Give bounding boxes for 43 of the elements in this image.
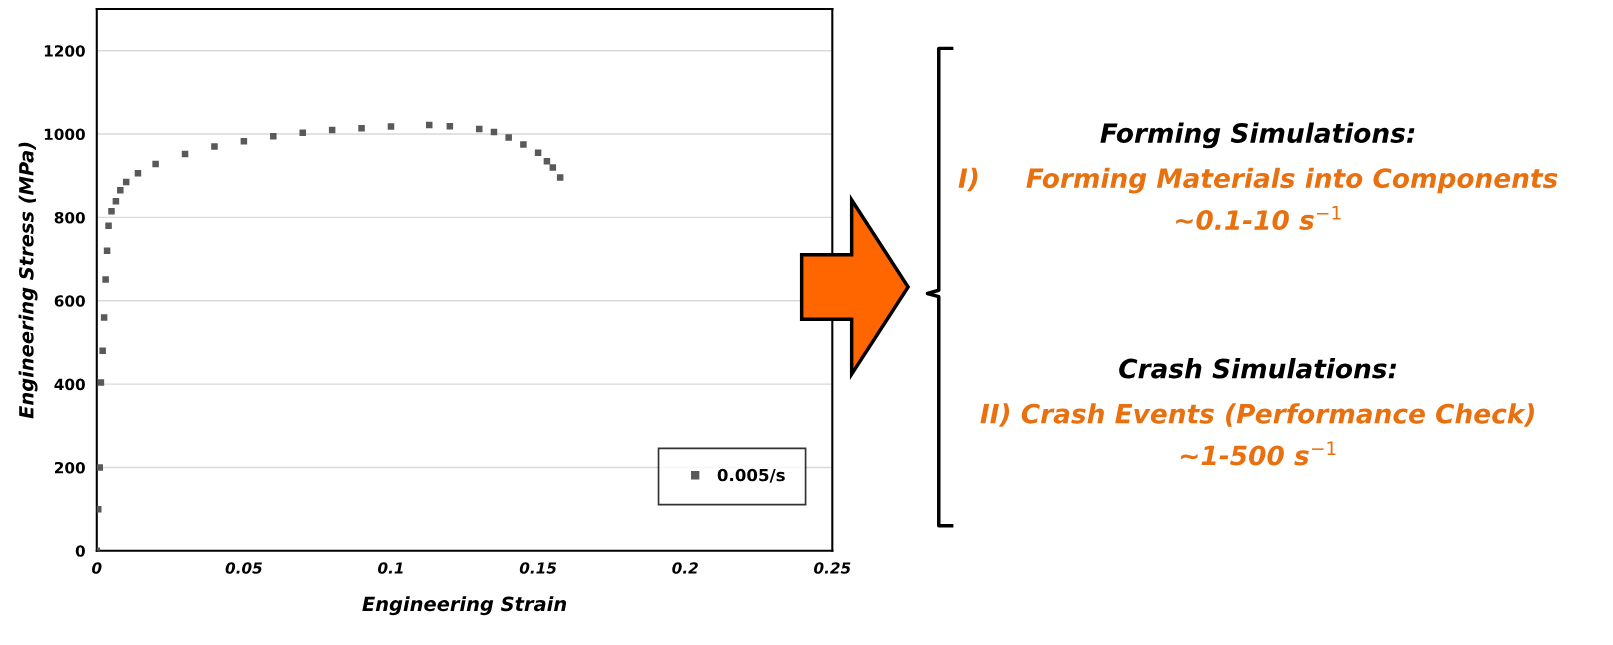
y-axis-title: Engineering Stress (MPa) <box>18 142 38 419</box>
point <box>211 143 218 150</box>
text: Forming Simulations: <box>1100 122 1415 149</box>
y-tick-label: 1000 <box>44 128 85 141</box>
point <box>549 164 557 171</box>
text: ~1-500 s$^{−1}$ <box>1181 441 1336 466</box>
point <box>358 124 365 132</box>
point <box>97 379 105 386</box>
point <box>117 187 124 194</box>
point <box>152 160 159 168</box>
y-tick-label: 400 <box>54 378 85 391</box>
x-tick-label: 0.15 <box>519 562 557 574</box>
x-axis-title: Engineering Strain <box>362 596 567 616</box>
text: ~0.1-10 s$^{−1}$ <box>1176 206 1341 230</box>
x-tick-label: 0.25 <box>814 562 851 574</box>
point <box>299 129 306 137</box>
point <box>96 505 102 513</box>
legend-label: 0.005/s <box>717 468 785 483</box>
point <box>520 141 527 148</box>
y-tick-label: 0 <box>75 545 85 557</box>
point <box>105 222 112 230</box>
point <box>476 125 483 133</box>
point <box>505 134 512 141</box>
y-tick-label: 600 <box>54 295 85 307</box>
text: I) Forming Materials into Components <box>958 167 1558 194</box>
point <box>387 123 395 130</box>
x-tick-label: 0 <box>92 562 102 574</box>
y-tick-label: 1200 <box>44 45 85 57</box>
point <box>103 247 111 255</box>
point <box>100 314 108 321</box>
text: II) Crash Events (Performance Check) <box>980 403 1534 427</box>
point <box>556 174 564 181</box>
y-tick-label: 800 <box>54 211 85 224</box>
point <box>108 207 115 215</box>
point <box>270 132 277 140</box>
point <box>99 347 106 355</box>
x-tick-label: 0.2 <box>672 562 698 574</box>
x-tick-label: 0.1 <box>378 562 403 574</box>
point <box>102 276 109 283</box>
x-tick-label: 0.05 <box>225 562 262 574</box>
y-tick-label: 200 <box>54 461 85 474</box>
point <box>96 464 103 471</box>
text: Crash Simulations: <box>1119 358 1397 379</box>
